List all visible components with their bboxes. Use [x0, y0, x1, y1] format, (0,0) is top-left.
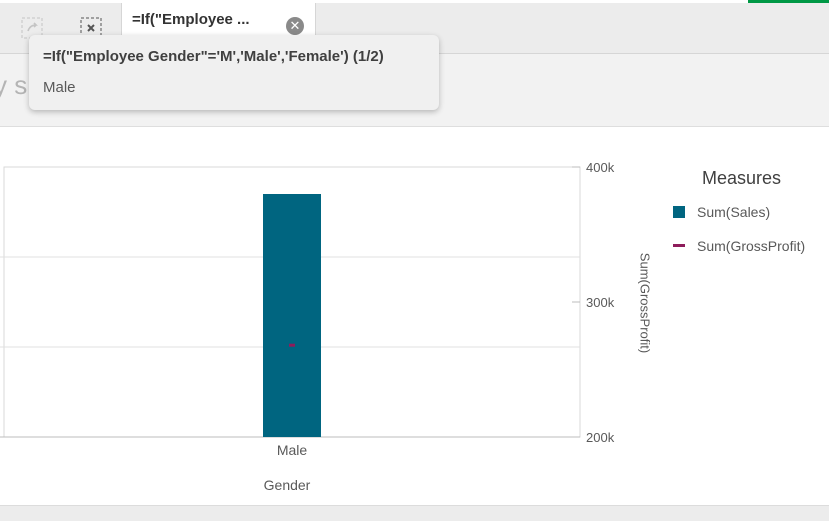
- tooltip-value: Male: [43, 79, 76, 96]
- tooltip-title: =If("Employee Gender"='M','Male','Female…: [43, 48, 384, 65]
- right-axis-title: Sum(GrossProfit): [637, 252, 653, 354]
- accent-bar: [748, 0, 829, 3]
- legend-item-sales[interactable]: Sum(Sales): [673, 204, 770, 220]
- legend-label-grossprofit: Sum(GrossProfit): [697, 238, 806, 254]
- bottom-bar: [0, 505, 829, 521]
- tooltip: =If("Employee Gender"='M','Male','Female…: [29, 35, 439, 110]
- x-axis-title: Gender: [263, 477, 311, 493]
- top-strip: [0, 0, 829, 3]
- legend-item-grossprofit[interactable]: Sum(GrossProfit): [673, 238, 805, 254]
- legend-swatch-grossprofit: [673, 244, 685, 247]
- legend-swatch-sales: [673, 206, 685, 218]
- legend-label-sales: Sum(Sales): [697, 204, 771, 220]
- clear-field-icon[interactable]: ✕: [286, 17, 304, 35]
- legend-title: Measures: [702, 168, 782, 188]
- selection-tab-title: =If("Employee ...: [132, 11, 250, 28]
